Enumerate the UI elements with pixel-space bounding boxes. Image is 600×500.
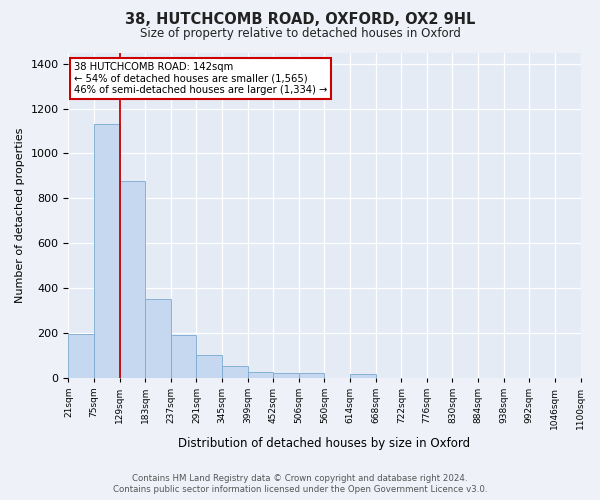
Bar [273,374,299,378]
Text: Contains HM Land Registry data © Crown copyright and database right 2024.
Contai: Contains HM Land Registry data © Crown c… [113,474,487,494]
X-axis label: Distribution of detached houses by size in Oxford: Distribution of detached houses by size … [178,437,470,450]
Bar [145,299,171,378]
Text: Size of property relative to detached houses in Oxford: Size of property relative to detached ho… [140,28,460,40]
Bar [68,334,94,378]
Bar [222,366,248,378]
Bar [248,372,273,378]
Bar [350,374,376,378]
Bar [94,124,119,378]
Y-axis label: Number of detached properties: Number of detached properties [15,128,25,302]
Bar [171,335,196,378]
Bar [119,182,145,378]
Bar [299,374,325,378]
Text: 38, HUTCHCOMB ROAD, OXFORD, OX2 9HL: 38, HUTCHCOMB ROAD, OXFORD, OX2 9HL [125,12,475,28]
Text: 38 HUTCHCOMB ROAD: 142sqm
← 54% of detached houses are smaller (1,565)
46% of se: 38 HUTCHCOMB ROAD: 142sqm ← 54% of detac… [74,62,327,96]
Bar [196,355,222,378]
